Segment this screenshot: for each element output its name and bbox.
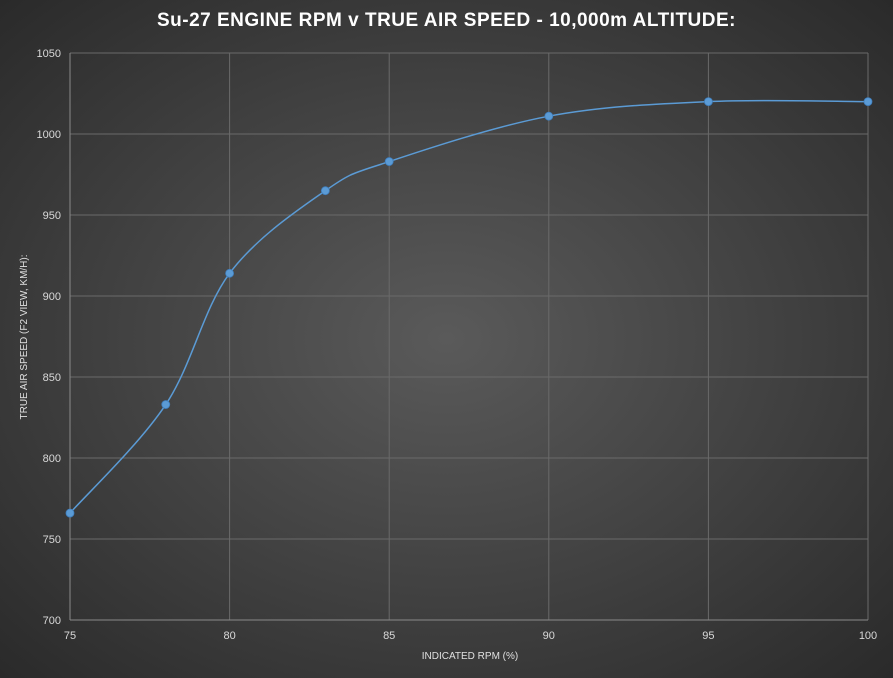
y-tick-labels: 700 750 800 850 900 950 1000 1050: [37, 48, 61, 627]
series: [65, 97, 873, 518]
x-tick-label: 75: [64, 630, 76, 642]
data-point: [65, 508, 75, 518]
x-tick-label: 85: [383, 630, 395, 642]
data-point: [704, 97, 713, 106]
x-tick-label: 80: [223, 630, 235, 642]
x-tick-label: 90: [543, 630, 555, 642]
x-tick-label: 95: [702, 630, 714, 642]
x-tick-labels: 75 80 85 90 95 100: [64, 630, 877, 642]
gridlines: [69, 52, 869, 621]
y-axis-label: TRUE AIR SPEED (F2 VIEW, KM/H):: [19, 254, 30, 419]
axes: [69, 53, 868, 621]
x-tick-label: 100: [859, 630, 877, 642]
data-point: [544, 111, 554, 121]
y-tick-label: 1000: [37, 129, 61, 141]
data-point: [320, 186, 330, 196]
series-line: [69, 99, 869, 514]
y-tick-label: 1050: [37, 48, 61, 60]
data-point: [384, 157, 394, 166]
data-point: [863, 97, 873, 106]
data-point: [225, 268, 235, 278]
y-tick-label: 750: [43, 534, 61, 546]
y-tick-label: 950: [43, 210, 61, 222]
y-tick-label: 800: [43, 453, 61, 465]
data-point: [161, 400, 171, 409]
y-tick-label: 850: [43, 372, 61, 384]
x-axis-label: INDICATED RPM (%): [422, 651, 518, 662]
chart-title: Su-27 ENGINE RPM v TRUE AIR SPEED - 10,0…: [156, 10, 736, 31]
y-tick-label: 700: [43, 615, 61, 627]
y-tick-label: 900: [43, 291, 61, 303]
